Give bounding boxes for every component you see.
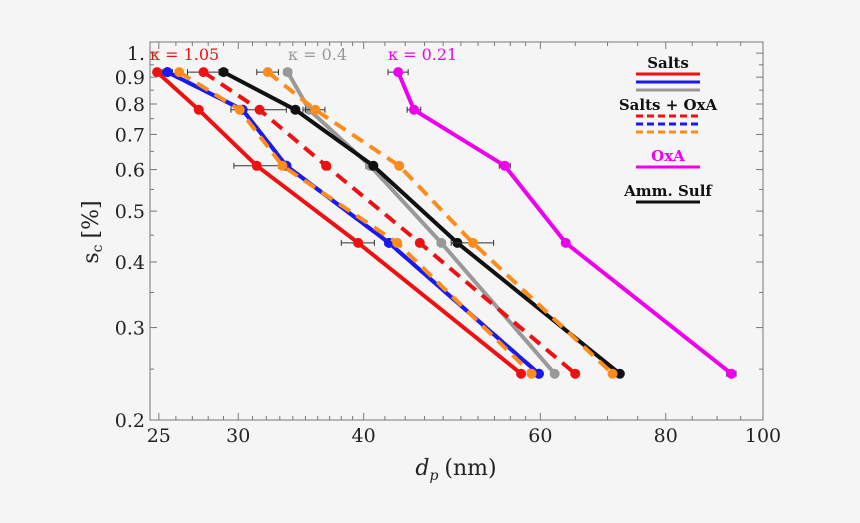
series-line: [202, 70, 577, 376]
data-point: [174, 67, 185, 78]
x-axis-title-main: d: [415, 456, 429, 481]
data-point: [254, 104, 265, 115]
y-axis-title-main: s: [79, 252, 104, 263]
data-point: [290, 104, 301, 115]
series-0: [152, 67, 527, 379]
data-point: [193, 104, 204, 115]
y-tick-label: 0.9: [115, 67, 145, 89]
data-point: [726, 368, 737, 379]
data-point: [467, 237, 478, 248]
kappa-label: κ = 1.05: [150, 45, 219, 64]
data-point: [251, 160, 262, 171]
y-tick-label: 0.5: [115, 201, 145, 223]
data-point: [549, 368, 560, 379]
y-axis-title-sub: c: [90, 244, 106, 252]
legend-title: Amm. Sulf: [623, 182, 713, 200]
legend-group: Amm. Sulf: [623, 182, 713, 204]
series-line: [155, 70, 523, 376]
y-axis-title-unit: [%]: [79, 200, 104, 238]
data-point: [409, 104, 420, 115]
data-point: [614, 368, 625, 379]
x-axis-title-sub: p: [429, 468, 438, 484]
legend-group: Salts + OxA: [619, 96, 718, 134]
data-point: [262, 67, 273, 78]
plot-frame: [149, 41, 764, 421]
kappa-labels: κ = 1.05 κ = 0.4 κ = 0.21: [150, 45, 457, 64]
axis-ticks: 25 30 40 60 80 100 0.2 0.3 0.4 0.5 0.6 0.7 0.8 0.91.: [115, 42, 781, 447]
y-tick-label: 0.2: [115, 410, 145, 432]
y-tick-label: 0.3: [115, 318, 145, 340]
legend-group: OxA: [636, 147, 700, 169]
y-tick-label: 1.: [127, 43, 145, 65]
kappa-label: κ = 0.4: [288, 45, 347, 64]
series-7: [174, 67, 537, 379]
data-point: [436, 237, 447, 248]
x-tick-label: 40: [352, 425, 376, 447]
x-tick-label: 60: [528, 425, 552, 447]
legend: Salts Salts + OxA OxA Amm. Sulf: [619, 54, 718, 204]
data-point: [526, 368, 537, 379]
data-point: [162, 67, 173, 78]
data-point: [414, 237, 425, 248]
legend-group: Salts: [636, 54, 700, 92]
series-8: [256, 67, 618, 379]
y-tick-label: 0.4: [115, 252, 145, 274]
x-tick-label: 80: [654, 425, 678, 447]
data-point: [570, 368, 581, 379]
legend-title: Salts + OxA: [619, 96, 718, 114]
y-tick-label: 0.8: [115, 94, 145, 116]
legend-title: Salts: [647, 54, 689, 72]
series-line: [178, 70, 533, 376]
data-point: [321, 160, 332, 171]
data-point: [533, 368, 544, 379]
x-axis-title: dp (nm): [415, 456, 496, 484]
x-axis-title-unit: (nm): [444, 456, 496, 481]
x-tick-label: 25: [147, 425, 171, 447]
data-point: [394, 160, 405, 171]
legend-title: OxA: [651, 147, 685, 165]
series-layer: [152, 67, 737, 379]
y-tick-label: 0.7: [115, 124, 145, 146]
data-point: [393, 67, 404, 78]
data-point: [516, 368, 527, 379]
data-point: [560, 237, 571, 248]
data-point: [499, 160, 510, 171]
series-4: [387, 67, 737, 379]
data-point: [277, 160, 288, 171]
data-point: [234, 104, 245, 115]
data-point: [607, 368, 618, 379]
x-tick-label: 100: [745, 425, 781, 447]
data-point: [282, 67, 293, 78]
y-tick-label: 0.6: [115, 160, 145, 182]
data-point: [353, 237, 364, 248]
kappa-label: κ = 0.21: [388, 45, 457, 64]
x-tick-label: 30: [226, 425, 250, 447]
y-axis-title: sc [%]: [79, 200, 106, 263]
data-point: [198, 67, 209, 78]
data-point: [368, 160, 379, 171]
data-point: [310, 104, 321, 115]
data-point: [392, 237, 403, 248]
data-point: [218, 67, 229, 78]
series-3: [218, 67, 625, 379]
data-point: [152, 67, 163, 78]
